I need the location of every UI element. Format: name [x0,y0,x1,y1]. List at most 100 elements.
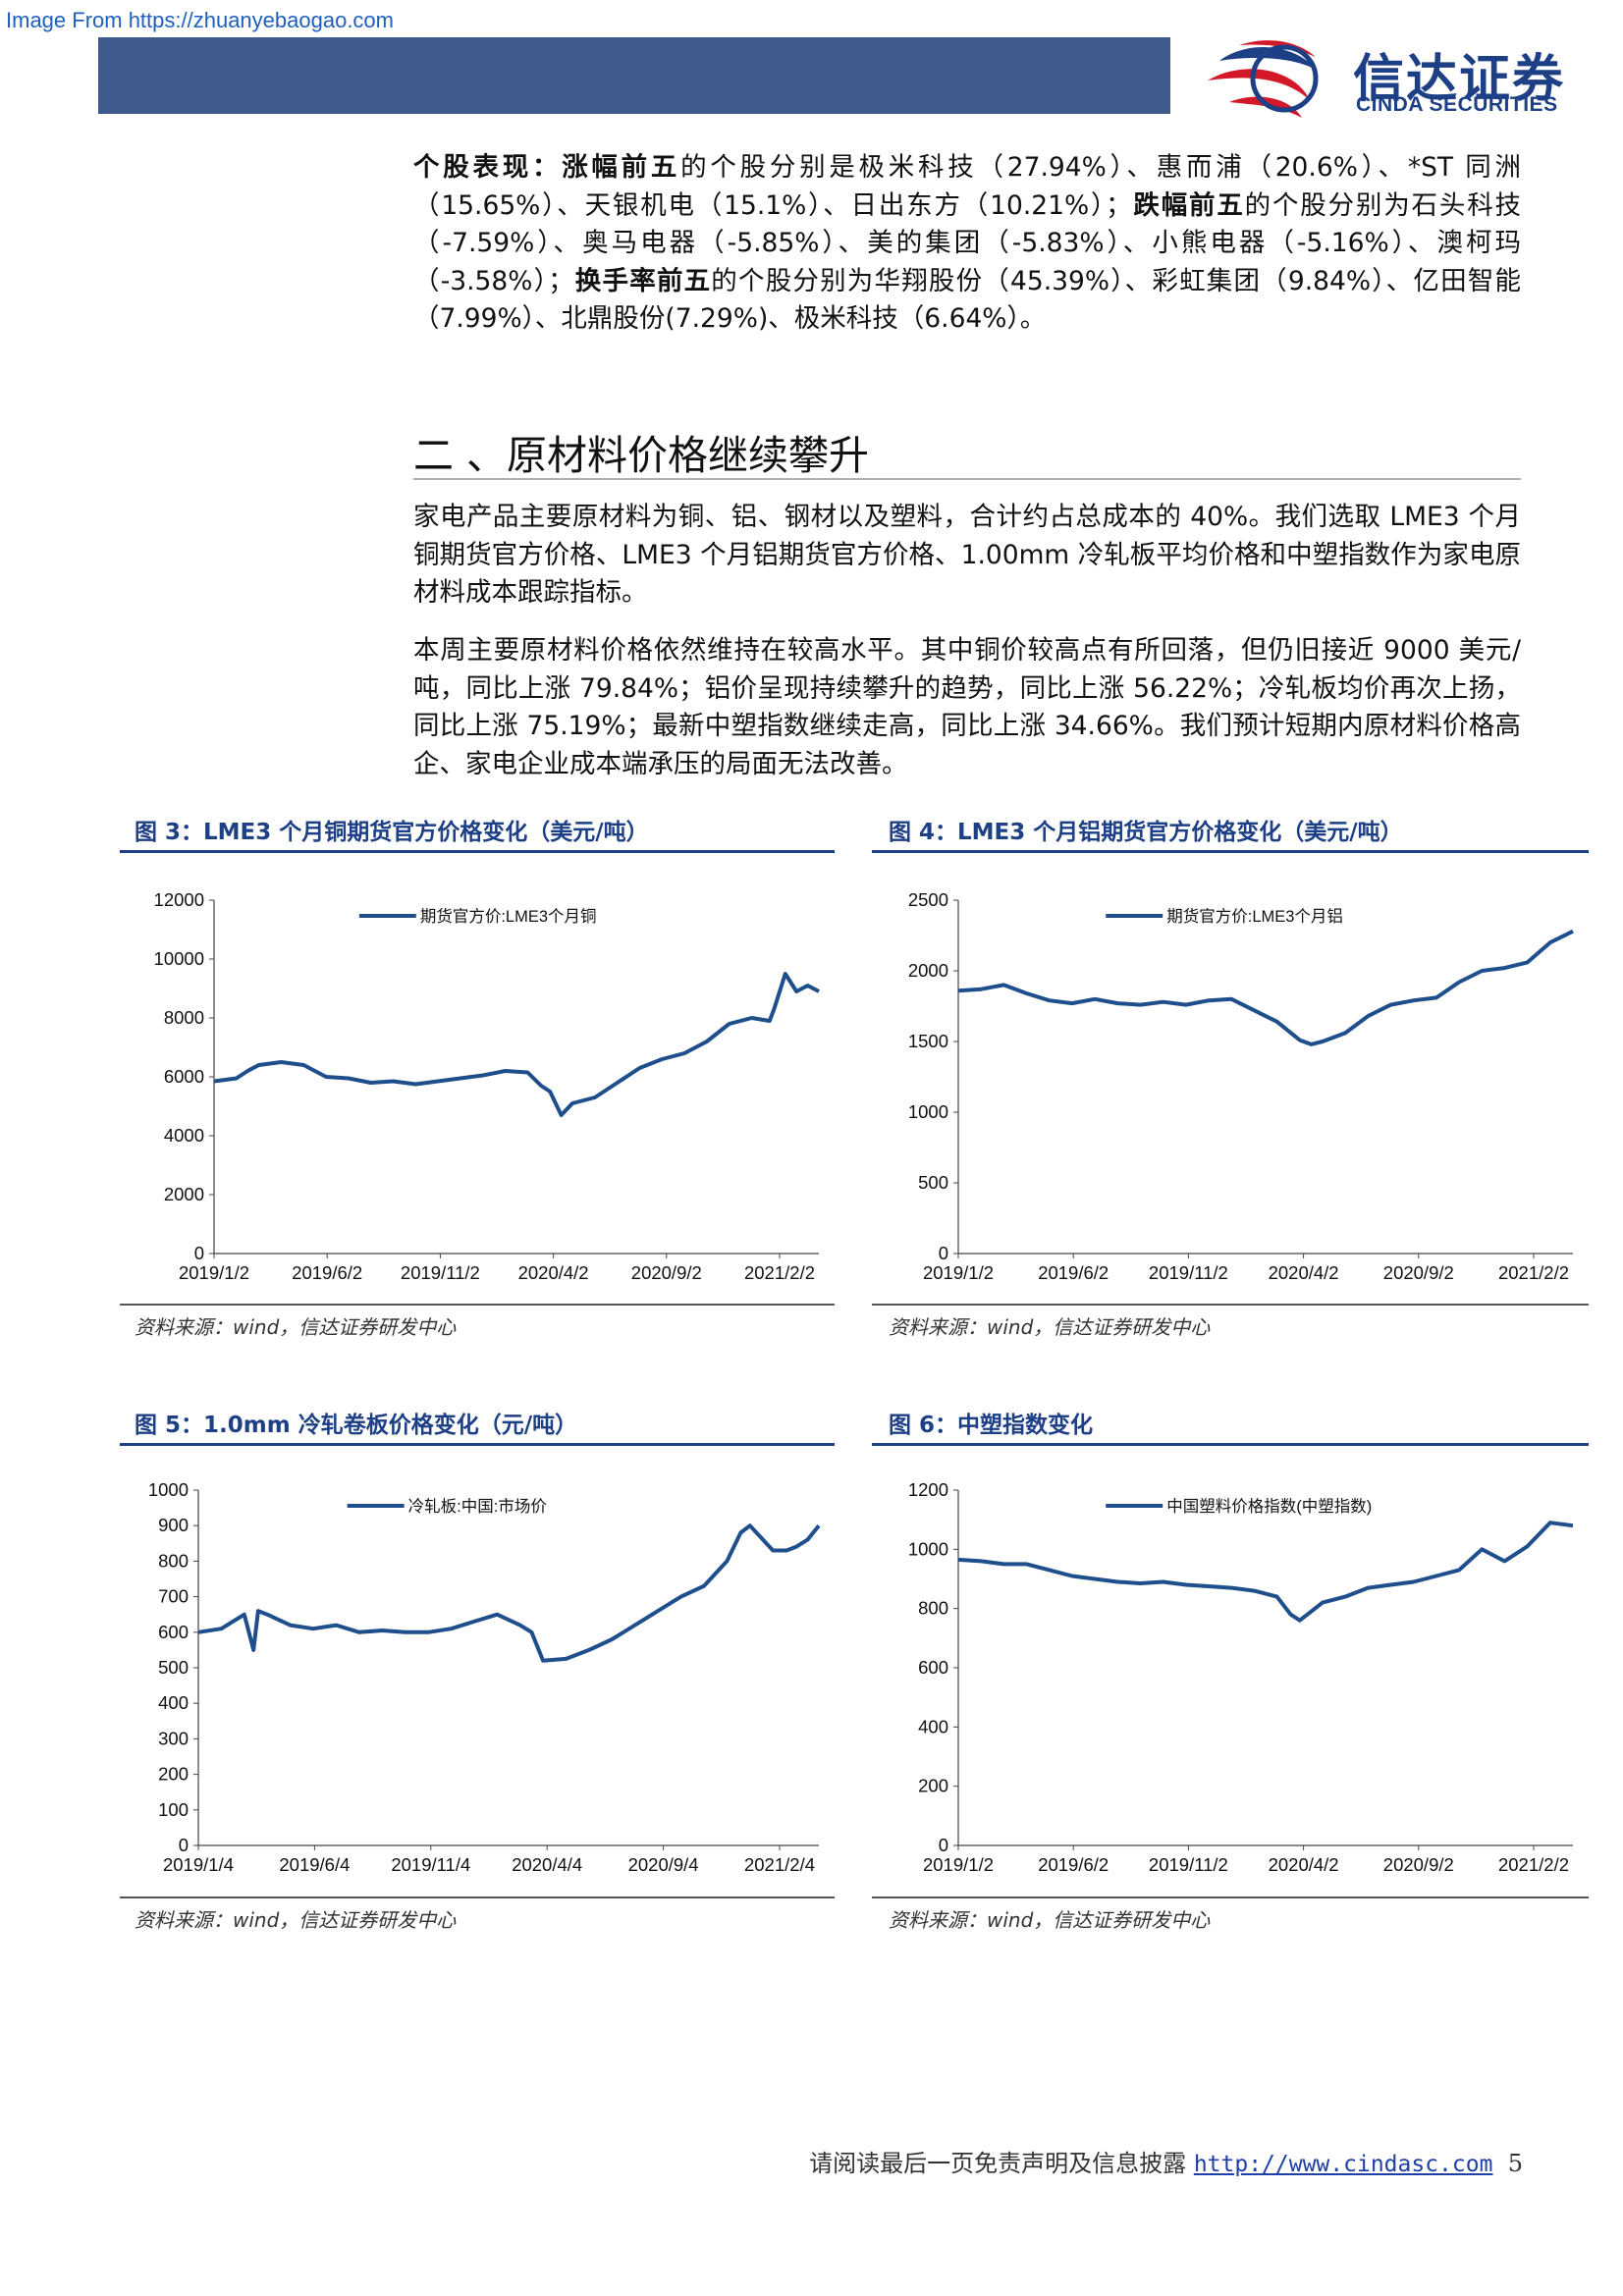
x-tick-label: 2019/6/2 [1038,1262,1109,1283]
x-tick-label: 2019/6/2 [1038,1854,1109,1875]
y-tick-label: 600 [158,1622,189,1642]
legend-label: 中国塑料价格指数(中塑指数) [1166,1497,1372,1516]
y-tick-label: 2000 [164,1184,204,1204]
y-tick-label: 1000 [148,1479,189,1500]
figure-6-title-rule [872,1443,1589,1446]
y-tick-label: 2500 [908,889,948,910]
aluminum-price-chart: 0 500 1000 1500 2000 2500 2019/1/2 2019/6/2 2019… [872,869,1589,1301]
label-up: 涨幅前五 [562,152,680,183]
watermark: Image From https://zhuanyebaogao.com [6,8,394,33]
stocks-paragraph: 个股表现：涨幅前五的个股分别是极米科技（27.94%）、惠而浦（20.6%）、*… [413,149,1521,339]
x-tick-label: 2019/1/4 [163,1854,234,1875]
figure-6-title: 图 6：中塑指数变化 [889,1406,1093,1439]
figure-3-bottom-rule [120,1304,835,1306]
x-tick-label: 2019/6/4 [279,1854,350,1875]
x-tick-label: 2020/4/2 [1269,1262,1339,1283]
y-tick-label: 1000 [908,1101,948,1122]
x-tick-label: 2019/11/2 [1149,1854,1228,1875]
x-tick-label: 2021/2/4 [744,1854,815,1875]
series-line [958,932,1573,1044]
y-tick-label: 300 [158,1728,189,1748]
footer: 请阅读最后一页免责声明及信息披露 http://www.cindasc.com … [809,2144,1523,2178]
figure-3-source: 资料来源：wind，信达证券研发中心 [135,1311,456,1340]
label-overall: 个股表现： [413,152,562,183]
x-tick-label: 2021/2/2 [744,1262,815,1283]
y-tick-label: 1500 [908,1031,948,1051]
figure-6-bottom-rule [872,1896,1589,1898]
figure-5-title: 图 5：1.0mm 冷轧卷板价格变化（元/吨） [135,1406,577,1439]
figure-5-chart: 0 100 200 300 400 500 600 700 800 900 1000 2019/1/4… [120,1461,835,1893]
x-tick-label: 2020/9/2 [1383,1262,1454,1283]
figure-5-title-rule [120,1443,835,1446]
footer-link[interactable]: http://www.cindasc.com [1194,2152,1493,2177]
copper-price-chart: 0 2000 4000 6000 8000 10000 12000 2019/1/2 2019/… [120,869,835,1301]
series-line [214,974,819,1115]
y-tick-label: 400 [158,1692,189,1713]
figure-3-title-rule [120,850,835,853]
y-tick-label: 600 [918,1657,948,1678]
legend-label: 期货官方价:LME3个月铝 [1166,907,1343,926]
series-line [198,1525,819,1661]
figure-4-title-rule [872,850,1589,853]
logo-text-en: CINDA SECURITIES [1356,93,1558,117]
y-tick-label: 0 [194,1243,204,1263]
plastics-index-chart: 0 200 400 600 800 1000 1200 2019/1/2 2019/6/2 201… [872,1461,1589,1893]
x-tick-label: 2020/9/2 [1383,1854,1454,1875]
logo-icon [1200,31,1327,122]
x-tick-label: 2019/1/2 [923,1262,994,1283]
y-tick-label: 800 [918,1598,948,1619]
figure-6-chart: 0 200 400 600 800 1000 1200 2019/1/2 2019/6/2 201… [872,1461,1589,1893]
figure-4-source: 资料来源：wind，信达证券研发中心 [889,1311,1210,1340]
x-tick-label: 2020/4/4 [512,1854,582,1875]
y-tick-label: 700 [158,1586,189,1607]
paragraph-materials-trend: 本周主要原材料价格依然维持在较高水平。其中铜价较高点有所回落，但仍旧接近 900… [413,632,1521,783]
label-down: 跌幅前五 [1132,190,1245,221]
x-tick-label: 2019/6/2 [292,1262,362,1283]
figure-6-source: 资料来源：wind，信达证券研发中心 [889,1904,1210,1933]
label-turnover: 换手率前五 [574,266,712,296]
figure-5-source: 资料来源：wind，信达证券研发中心 [135,1904,456,1933]
header-bar [98,37,1170,114]
x-tick-label: 2019/11/2 [401,1262,480,1283]
x-tick-label: 2019/1/2 [923,1854,994,1875]
y-tick-label: 400 [918,1716,948,1736]
x-tick-label: 2020/4/2 [518,1262,589,1283]
paragraph-materials-intro: 家电产品主要原材料为铜、铝、钢材以及塑料，合计约占总成本的 40%。我们选取 L… [413,499,1521,613]
y-tick-label: 10000 [154,948,204,969]
legend-label: 冷轧板:中国:市场价 [408,1497,547,1516]
y-tick-label: 500 [918,1172,948,1193]
figure-3-chart: 0 2000 4000 6000 8000 10000 12000 2019/1/2 2019/… [120,869,835,1301]
x-tick-label: 2019/11/4 [391,1854,470,1875]
x-tick-label: 2020/9/4 [628,1854,699,1875]
cold-rolled-price-chart: 0 100 200 300 400 500 600 700 800 900 1000 2019/1/4… [120,1461,835,1893]
y-tick-label: 1200 [908,1479,948,1500]
y-tick-label: 900 [158,1515,189,1535]
y-tick-label: 0 [939,1243,948,1263]
y-tick-label: 100 [158,1799,189,1820]
y-tick-label: 0 [939,1835,948,1855]
y-tick-label: 6000 [164,1066,204,1087]
y-tick-label: 1000 [908,1538,948,1559]
x-tick-label: 2021/2/2 [1498,1854,1569,1875]
x-tick-label: 2019/1/2 [179,1262,249,1283]
figure-4-bottom-rule [872,1304,1589,1306]
legend-label: 期货官方价:LME3个月铜 [420,907,597,926]
figure-3-title: 图 3：LME3 个月铜期货官方价格变化（美元/吨） [135,813,649,846]
section-title: 二 、原材料价格继续攀升 [413,422,869,481]
figure-4-chart: 0 500 1000 1500 2000 2500 2019/1/2 2019/6/2 2019… [872,869,1589,1301]
y-tick-label: 2000 [908,960,948,981]
y-tick-label: 800 [158,1550,189,1571]
series-line [958,1522,1573,1621]
x-tick-label: 2019/11/2 [1149,1262,1228,1283]
y-tick-label: 8000 [164,1007,204,1028]
y-tick-label: 200 [158,1764,189,1785]
y-tick-label: 500 [158,1657,189,1678]
x-tick-label: 2020/4/2 [1269,1854,1339,1875]
x-tick-label: 2021/2/2 [1498,1262,1569,1283]
figure-4-title: 图 4：LME3 个月铝期货官方价格变化（美元/吨） [889,813,1403,846]
page-number: 5 [1508,2150,1523,2177]
footer-disclaimer: 请阅读最后一页免责声明及信息披露 [809,2150,1194,2177]
y-tick-label: 0 [179,1835,189,1855]
section-divider [413,478,1521,480]
y-tick-label: 12000 [154,889,204,910]
